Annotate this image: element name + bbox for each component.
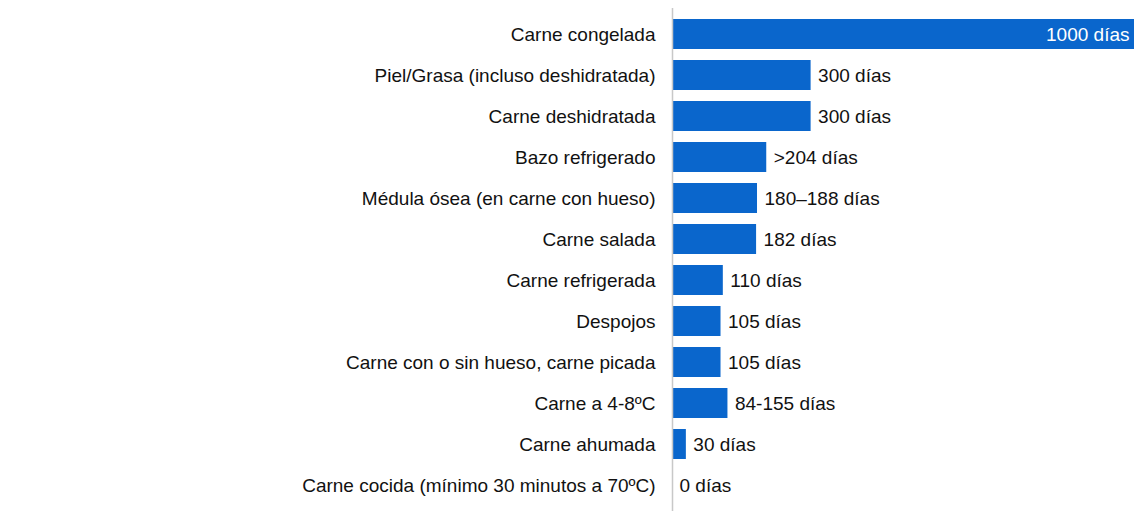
svg-text:1000 días: 1000 días — [1046, 24, 1129, 45]
svg-text:>204 días: >204 días — [774, 147, 858, 168]
svg-text:182 días: 182 días — [764, 229, 837, 250]
svg-text:Carne congelada: Carne congelada — [511, 24, 656, 45]
svg-text:Carne a 4-8ºC: Carne a 4-8ºC — [535, 393, 656, 414]
svg-text:Carne cocida (mínimo 30 minuto: Carne cocida (mínimo 30 minutos a 70ºC) — [302, 475, 655, 496]
svg-text:Carne salada: Carne salada — [542, 229, 655, 250]
svg-text:105 días: 105 días — [728, 311, 801, 332]
svg-text:300 días: 300 días — [818, 65, 891, 86]
svg-text:0 días: 0 días — [680, 475, 732, 496]
svg-text:300 días: 300 días — [818, 106, 891, 127]
svg-text:84-155 días: 84-155 días — [735, 393, 835, 414]
svg-text:Piel/Grasa (incluso deshidrata: Piel/Grasa (incluso deshidratada) — [375, 65, 656, 86]
svg-text:Carne con o sin hueso, carne p: Carne con o sin hueso, carne picada — [346, 352, 656, 373]
svg-text:110 días: 110 días — [730, 270, 801, 291]
svg-text:105 días: 105 días — [728, 352, 801, 373]
svg-text:Médula ósea (en carne con hues: Médula ósea (en carne con hueso) — [362, 188, 656, 209]
svg-text:30 días: 30 días — [693, 434, 755, 455]
svg-text:Carne refrigerada: Carne refrigerada — [507, 270, 656, 291]
svg-text:Carne ahumada: Carne ahumada — [519, 434, 656, 455]
svg-text:Carne deshidratada: Carne deshidratada — [489, 106, 656, 127]
svg-text:Despojos: Despojos — [576, 311, 655, 332]
svg-text:Bazo refrigerado: Bazo refrigerado — [515, 147, 655, 168]
svg-text:180–188 días: 180–188 días — [765, 188, 880, 209]
